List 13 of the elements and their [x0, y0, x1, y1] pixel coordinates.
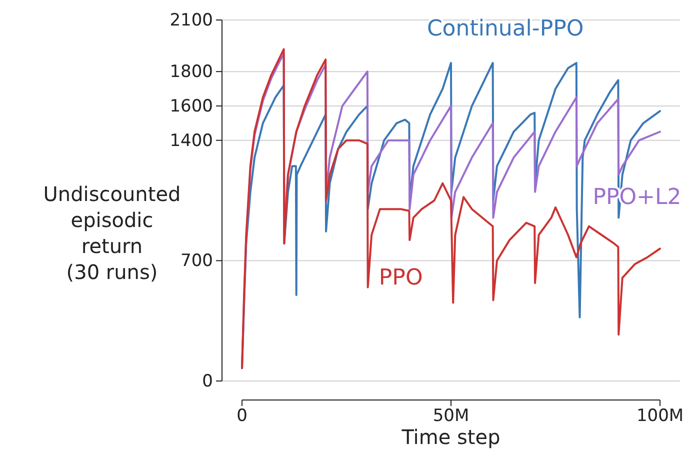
y-axis-title: Undiscounted episodic return (30 runs)	[43, 182, 181, 284]
x-tick-label: 50M	[432, 406, 470, 426]
y-tick-label: 1800	[170, 62, 213, 82]
x-tick-label: 100M	[636, 406, 684, 426]
y-tick-label: 0	[202, 371, 213, 392]
series-label: Continual-PPO	[426, 16, 584, 42]
series-label: PPO	[378, 266, 423, 291]
x-tick-label: 0	[236, 406, 248, 426]
y-tick-label: 700	[180, 251, 213, 272]
y-tick-label: 1400	[170, 130, 213, 151]
y-tick-label: 2100	[170, 10, 213, 30]
x-axis-title: Time step	[400, 425, 500, 449]
y-tick-label: 1600	[170, 96, 213, 116]
